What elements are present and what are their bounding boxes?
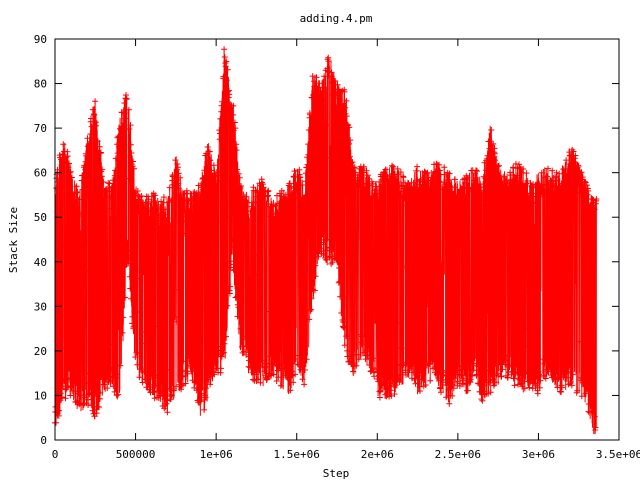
- y-axis-label: Stack Size: [7, 207, 20, 273]
- y-tick-label: 70: [34, 122, 47, 135]
- x-tick-label: 500000: [116, 448, 156, 461]
- series-trace: [54, 49, 597, 435]
- y-tick-label: 90: [34, 33, 47, 46]
- y-tick-label: 20: [34, 345, 47, 358]
- x-tick-label: 0: [52, 448, 59, 461]
- x-tick-label: 2.5e+06: [435, 448, 481, 461]
- chart-title: adding.4.pm: [300, 12, 373, 25]
- x-tick-label: 3e+06: [522, 448, 555, 461]
- plot-area: [52, 46, 600, 435]
- x-tick-label: 3.5e+06: [596, 448, 640, 461]
- y-tick-label: 30: [34, 300, 47, 313]
- axis-ticks: 0 10 20 30 40 50 60 70 80 90 0 500000 1e+06 1.5e+06 2e…: [34, 33, 640, 461]
- y-tick-label: 0: [40, 434, 47, 447]
- y-tick-label: 10: [34, 389, 47, 402]
- x-axis-label: Step: [323, 467, 350, 480]
- x-tick-label: 1.5e+06: [274, 448, 320, 461]
- y-tick-label: 60: [34, 167, 47, 180]
- y-tick-label: 80: [34, 78, 47, 91]
- y-tick-label: 40: [34, 256, 47, 269]
- y-tick-label: 50: [34, 211, 47, 224]
- x-tick-label: 2e+06: [361, 448, 394, 461]
- plot-frame: [54, 38, 620, 441]
- x-tick-label: 1e+06: [200, 448, 233, 461]
